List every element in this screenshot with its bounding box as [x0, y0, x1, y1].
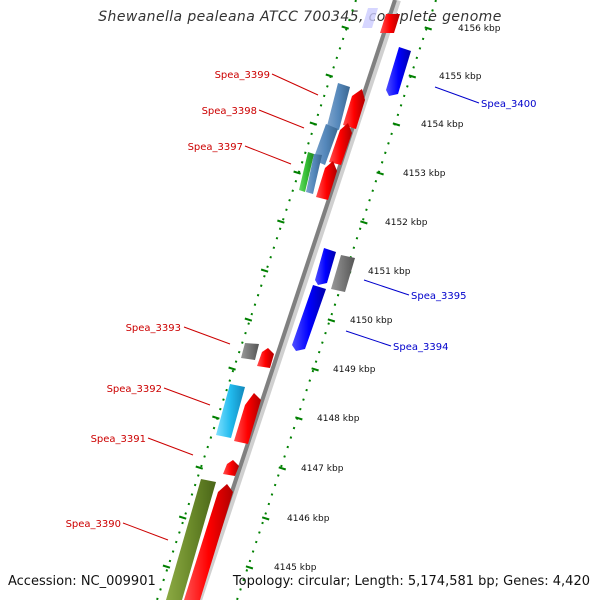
label-leader-line — [244, 145, 292, 165]
accession-text: Accession: NC_009901 — [8, 574, 156, 589]
tick-mark — [261, 516, 270, 521]
gene-label-left[interactable]: Spea_3397 — [188, 142, 243, 153]
feature-block-spea-3393[interactable] — [241, 343, 259, 360]
gene-label-right[interactable]: Spea_3400 — [481, 99, 536, 110]
label-leader-line — [271, 73, 319, 96]
gene-arrow-spea-3390[interactable] — [184, 484, 233, 600]
gene-label-left[interactable]: Spea_3393 — [126, 323, 181, 334]
tick-mark — [212, 415, 220, 420]
feature-blocks — [166, 83, 350, 600]
gene-arrow-spea-3395[interactable] — [315, 248, 336, 285]
label-leader-line — [363, 279, 410, 296]
tick-mark — [295, 416, 303, 421]
gene-label-left[interactable]: Spea_3398 — [202, 106, 257, 117]
gene-arrow-spea-3391[interactable] — [223, 460, 239, 476]
tick-mark — [278, 466, 287, 471]
tick-label: 4145 kbp — [274, 563, 317, 573]
map-title: Shewanella pealeana ATCC 700345, complet… — [98, 9, 502, 25]
left-ruler-line — [156, 0, 357, 600]
gene-arrow-spea-3392[interactable] — [234, 393, 261, 444]
gene-arrow-spea-3398[interactable] — [329, 123, 352, 165]
tick-mark — [178, 515, 187, 520]
tick-mark — [228, 366, 236, 371]
gene-label-left[interactable]: Spea_3390 — [66, 519, 121, 530]
tick-mark — [244, 317, 253, 322]
tick-mark — [360, 220, 368, 225]
label-leader-line — [183, 326, 231, 345]
tick-label: 4148 kbp — [317, 414, 360, 424]
tick-label: 4149 kbp — [333, 365, 376, 375]
gene-arrow-spea-3397[interactable] — [316, 161, 337, 200]
tick-label: 4152 kbp — [385, 218, 428, 228]
gene-label-left[interactable]: Spea_3399 — [215, 70, 270, 81]
label-leader-line — [434, 86, 480, 104]
feature-block-spea-3392[interactable] — [216, 384, 245, 438]
reverse-genes — [292, 8, 411, 351]
tick-label: 4154 kbp — [421, 120, 464, 130]
gene-arrow-top[interactable] — [380, 14, 400, 33]
tick-label: 4146 kbp — [287, 514, 330, 524]
tick-label: 4150 kbp — [350, 316, 393, 326]
label-leader-line — [147, 437, 194, 456]
tick-label: 4147 kbp — [301, 464, 344, 474]
tick-mark — [424, 26, 433, 31]
feature-block-spea-3397b[interactable] — [306, 154, 322, 194]
gene-label-right[interactable]: Spea_3394 — [393, 342, 448, 353]
feature-block-spea-3399[interactable] — [327, 83, 350, 130]
tick-mark — [327, 318, 336, 323]
gene-arrow-faded-top[interactable] — [362, 8, 378, 28]
gene-arrow-spea-3394[interactable] — [292, 285, 326, 351]
gene-label-left[interactable]: Spea_3392 — [107, 384, 162, 395]
tick-mark — [325, 73, 334, 78]
tick-mark — [309, 121, 318, 126]
tick-mark — [376, 171, 384, 176]
tick-mark — [260, 268, 269, 273]
tick-mark — [408, 74, 417, 79]
gene-arrow-spea-3399[interactable] — [343, 89, 365, 129]
feature-block-spea-3390[interactable] — [166, 479, 216, 600]
tick-mark — [293, 170, 301, 175]
tick-mark — [245, 565, 254, 570]
gene-label-left[interactable]: Spea_3391 — [91, 434, 146, 445]
forward-genes — [184, 14, 400, 600]
tick-mark — [311, 367, 319, 372]
label-leader-line — [122, 522, 169, 541]
tick-label: 4153 kbp — [403, 169, 446, 179]
label-leader-line — [258, 109, 305, 129]
label-leader-line — [345, 330, 392, 347]
tick-mark — [162, 564, 171, 569]
tick-mark — [392, 122, 401, 127]
feature-block-spea-3395[interactable] — [331, 255, 355, 292]
tick-label: 4155 kbp — [439, 72, 482, 82]
tick-label: 4151 kbp — [368, 267, 411, 277]
genome-summary-text: Topology: circular; Length: 5,174,581 bp… — [232, 574, 590, 589]
tick-label: 4156 kbp — [458, 24, 501, 34]
tick-mark — [277, 219, 285, 224]
gene-arrow-spea-3393[interactable] — [257, 348, 274, 368]
tick-mark — [341, 25, 350, 30]
gene-arrow-spea-3400[interactable] — [386, 47, 411, 96]
feature-block-spea-3397[interactable] — [299, 152, 314, 192]
label-leader-line — [163, 387, 211, 406]
tick-mark — [195, 465, 204, 470]
gene-label-right[interactable]: Spea_3395 — [411, 291, 466, 302]
